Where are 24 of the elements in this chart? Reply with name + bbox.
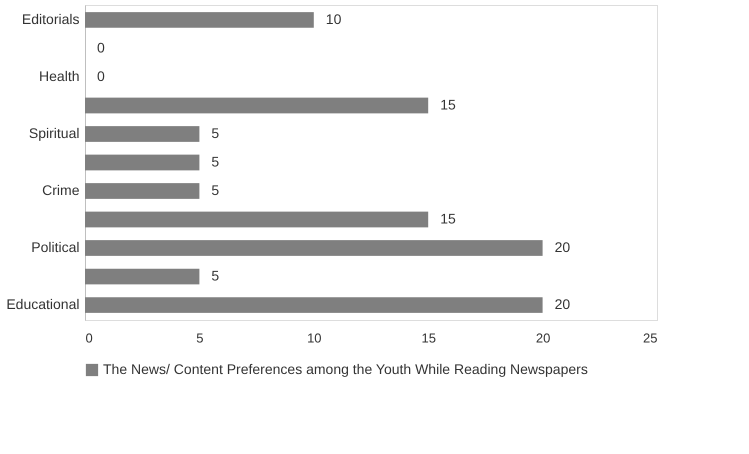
data-label: 0 — [97, 68, 105, 84]
data-label: 20 — [554, 239, 570, 256]
x-tick-label: 25 — [643, 330, 658, 346]
y-tick-label: Crime — [42, 182, 80, 198]
data-label: 10 — [326, 10, 342, 27]
data-label: 5 — [211, 182, 220, 198]
y-tick-label: Political — [31, 239, 80, 256]
data-label: 5 — [211, 124, 220, 141]
data-label: 5 — [211, 154, 220, 170]
y-tick-label: Educational — [6, 296, 80, 312]
legend-label: The News/ Content Preferences among the Youth While Reading Newspapers — [103, 361, 588, 377]
y-tick-label: Health — [39, 68, 80, 84]
x-tick-label: 10 — [307, 330, 322, 346]
data-label: 15 — [440, 210, 456, 227]
data-label: 15 — [440, 96, 456, 112]
x-tick-label: 15 — [421, 330, 436, 346]
data-label: 20 — [554, 296, 570, 312]
y-tick-label: Spiritual — [28, 124, 80, 141]
x-tick-label: 0 — [86, 330, 93, 346]
data-label: 5 — [211, 268, 220, 284]
y-tick-label: Editorials — [22, 10, 80, 27]
data-label: 0 — [97, 39, 105, 56]
x-tick-label: 20 — [536, 330, 550, 346]
x-tick-label: 5 — [196, 330, 204, 346]
